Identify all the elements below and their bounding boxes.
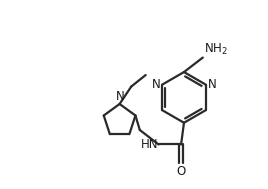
Text: N: N (116, 90, 125, 103)
Text: N: N (152, 78, 161, 91)
Text: N: N (207, 78, 216, 91)
Text: NH$_2$: NH$_2$ (203, 42, 227, 57)
Text: O: O (176, 165, 186, 178)
Text: HN: HN (140, 138, 158, 151)
